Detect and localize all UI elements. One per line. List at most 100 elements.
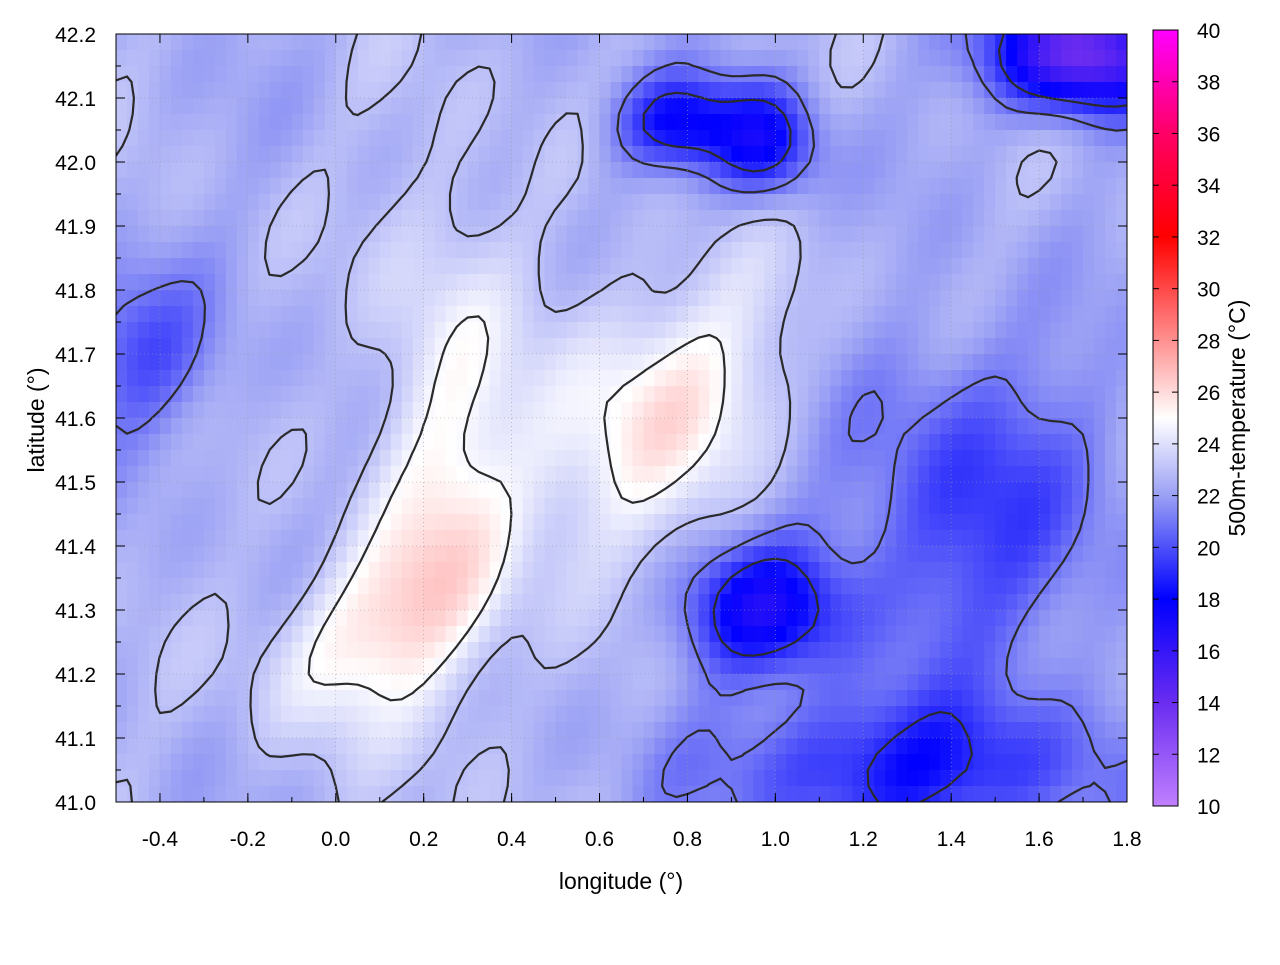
heatmap-cell (236, 658, 249, 675)
heatmap-cell (687, 690, 700, 707)
heatmap-cell (1072, 98, 1084, 115)
heatmap-cell (1006, 194, 1018, 211)
heatmap-cell (1094, 402, 1106, 419)
heatmap-cell (489, 162, 502, 179)
heatmap-cell (258, 98, 271, 115)
heatmap-cell (258, 562, 271, 579)
x-tick-label: -0.4 (142, 828, 179, 851)
heatmap-cell (907, 594, 919, 611)
heatmap-cell (962, 258, 974, 275)
heatmap-cell (445, 130, 458, 147)
heatmap-cell (170, 402, 183, 419)
heatmap-cell (159, 594, 172, 611)
heatmap-cell (1094, 194, 1106, 211)
heatmap-cell (885, 450, 897, 467)
heatmap-cell (588, 514, 601, 531)
heatmap-cell (412, 482, 425, 499)
heatmap-cell (390, 434, 403, 451)
heatmap-cell (797, 370, 809, 387)
heatmap-cell (269, 82, 282, 99)
heatmap-cell (797, 546, 809, 563)
heatmap-cell (918, 162, 930, 179)
heatmap-cell (225, 50, 238, 67)
heatmap-cell (390, 610, 403, 627)
heatmap-cell (940, 482, 952, 499)
heatmap-cell (401, 226, 414, 243)
heatmap-cell (412, 178, 425, 195)
heatmap-cell (940, 722, 952, 739)
heatmap-cell (643, 690, 656, 707)
heatmap-cell (258, 658, 271, 675)
heatmap-cell (720, 530, 732, 547)
heatmap-cell (500, 98, 513, 115)
heatmap-cell (929, 594, 941, 611)
heatmap-cell (786, 146, 798, 163)
heatmap-cell (126, 642, 139, 659)
heatmap-cell (423, 690, 436, 707)
heatmap-cell (1105, 306, 1117, 323)
heatmap-cell (555, 482, 568, 499)
heatmap-cell (665, 258, 678, 275)
heatmap-cell (412, 322, 425, 339)
heatmap-cell (984, 306, 996, 323)
colorbar-tick-label: 34 (1197, 175, 1221, 198)
heatmap-cell (148, 530, 161, 547)
heatmap-cell (390, 674, 403, 691)
heatmap-cell (445, 594, 458, 611)
heatmap-cell (841, 594, 853, 611)
heatmap-cell (665, 354, 678, 371)
heatmap-cell (621, 178, 634, 195)
heatmap-cell (478, 210, 491, 227)
heatmap-cell (555, 498, 568, 515)
heatmap-cell (654, 450, 667, 467)
heatmap-cell (852, 594, 864, 611)
heatmap-cell (808, 178, 820, 195)
heatmap-cell (269, 322, 282, 339)
heatmap-cell (698, 690, 711, 707)
heatmap-cell (588, 434, 601, 451)
heatmap-cell (236, 162, 249, 179)
heatmap-cell (1061, 338, 1073, 355)
heatmap-cell (500, 418, 513, 435)
heatmap-cell (324, 178, 337, 195)
heatmap-cell (1083, 434, 1095, 451)
heatmap-cell (1006, 546, 1018, 563)
heatmap-cell (907, 706, 919, 723)
heatmap-cell (434, 290, 447, 307)
heatmap-cell (291, 194, 304, 211)
heatmap-cell (159, 322, 172, 339)
heatmap-cell (170, 498, 183, 515)
heatmap-cell (1050, 722, 1062, 739)
heatmap-cell (412, 770, 425, 787)
heatmap-cell (335, 98, 348, 115)
heatmap-cell (280, 114, 293, 131)
heatmap-cell (258, 706, 271, 723)
heatmap-cell (467, 626, 480, 643)
heatmap-cell (709, 354, 721, 371)
heatmap-cell (1028, 418, 1040, 435)
heatmap-cell (874, 690, 886, 707)
heatmap-cell (984, 658, 996, 675)
heatmap-cell (654, 466, 667, 483)
heatmap-cell (610, 354, 623, 371)
heatmap-cell (1116, 466, 1127, 483)
heatmap-cell (159, 370, 172, 387)
heatmap-cell (434, 274, 447, 291)
heatmap-cell (885, 82, 897, 99)
heatmap-cell (687, 466, 700, 483)
heatmap-cell (291, 34, 304, 51)
heatmap-cell (896, 466, 908, 483)
heatmap-cell (401, 546, 414, 563)
heatmap-cell (621, 82, 634, 99)
heatmap-cell (478, 258, 491, 275)
heatmap-cell (313, 498, 326, 515)
heatmap-cell (434, 626, 447, 643)
heatmap-cell (907, 194, 919, 211)
heatmap-cell (984, 274, 996, 291)
heatmap-cell (1061, 402, 1073, 419)
heatmap-cell (962, 738, 974, 755)
contour-line (116, 34, 1127, 802)
heatmap-cell (676, 770, 689, 787)
heatmap-cell (577, 322, 590, 339)
heatmap-cell (368, 354, 381, 371)
